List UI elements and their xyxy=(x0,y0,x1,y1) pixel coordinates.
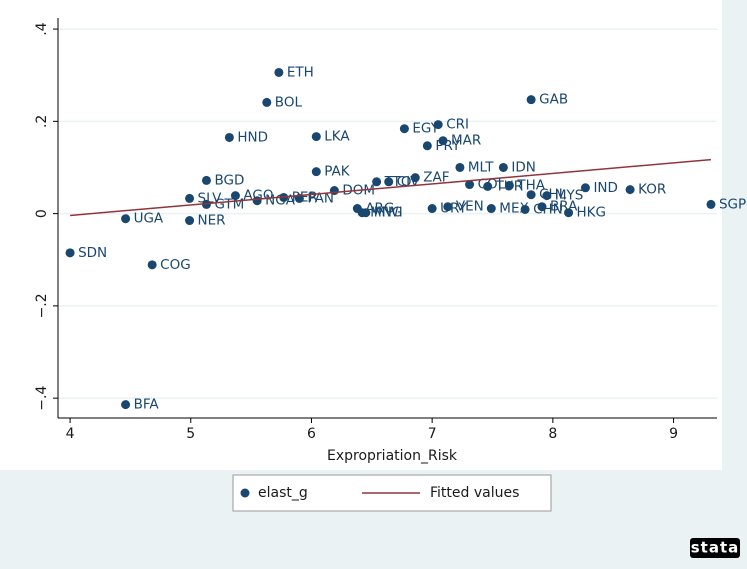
point-label: NER xyxy=(198,213,226,229)
x-tick-label: 8 xyxy=(548,426,557,442)
point xyxy=(443,202,453,212)
point xyxy=(201,175,211,185)
point xyxy=(427,204,437,214)
point-label: HND xyxy=(237,129,268,145)
y-tick-label: −.4 xyxy=(34,386,50,411)
point-label: THA xyxy=(516,177,545,193)
point-label: ZAF xyxy=(423,170,449,186)
point-label: CRI xyxy=(446,117,469,133)
point xyxy=(65,248,75,258)
point xyxy=(384,177,394,187)
point-label: LKA xyxy=(324,129,350,145)
point xyxy=(121,400,131,410)
point-label: MLT xyxy=(468,159,494,175)
point-label: MNG xyxy=(370,205,402,221)
point xyxy=(520,204,530,214)
point xyxy=(422,141,432,151)
point-label: MWI xyxy=(374,205,403,221)
point xyxy=(201,199,211,209)
point-label: VEN xyxy=(456,199,484,215)
point-label: GTM xyxy=(214,196,244,212)
point-label: SDN xyxy=(78,245,107,261)
point xyxy=(580,183,590,193)
point xyxy=(185,216,195,226)
y-tick-label: .2 xyxy=(34,115,50,128)
point-label: IDN xyxy=(511,159,535,175)
point xyxy=(185,193,195,203)
point xyxy=(526,95,536,105)
legend-marker xyxy=(240,488,250,498)
point xyxy=(498,162,508,172)
point xyxy=(262,97,272,107)
point xyxy=(311,132,321,142)
point-label: ARG xyxy=(365,201,394,217)
x-tick-label: 5 xyxy=(186,426,195,442)
point xyxy=(438,136,448,146)
y-tick-label: −.2 xyxy=(34,293,50,318)
legend-label: elast_g xyxy=(258,485,308,501)
x-tick-label: 7 xyxy=(428,426,437,442)
point-label: EGY xyxy=(412,121,439,137)
point xyxy=(410,173,420,183)
point xyxy=(486,204,496,214)
point-label: BGD xyxy=(214,172,244,188)
logo-box xyxy=(690,538,740,558)
x-tick-label: 9 xyxy=(669,426,678,442)
point xyxy=(706,199,716,209)
logo: stata xyxy=(691,539,740,557)
x-tick-label: 6 xyxy=(307,426,316,442)
point-label: PAK xyxy=(324,164,351,180)
point-label: BOL xyxy=(275,94,303,110)
point xyxy=(311,167,321,177)
point xyxy=(224,132,234,142)
point xyxy=(537,202,547,212)
point xyxy=(274,67,284,77)
point xyxy=(455,162,465,172)
inner-region xyxy=(0,0,722,470)
x-tick-label: 4 xyxy=(66,426,75,442)
point-label: GAB xyxy=(539,92,568,108)
point xyxy=(252,196,262,206)
point xyxy=(372,177,382,187)
point-label: IND xyxy=(593,180,617,196)
point xyxy=(526,190,536,200)
point xyxy=(625,185,635,195)
point xyxy=(465,180,475,190)
point xyxy=(433,120,443,130)
point xyxy=(504,180,514,190)
point-label: BFA xyxy=(134,397,160,413)
point-label: MEX xyxy=(499,201,528,217)
point xyxy=(483,181,493,191)
point xyxy=(564,208,574,218)
point-label: MAR xyxy=(451,133,481,149)
point-label: COG xyxy=(160,257,191,273)
point-label: HKG xyxy=(577,205,606,221)
point-label: ETH xyxy=(287,64,314,80)
point xyxy=(361,208,371,218)
point-label: PRY xyxy=(435,138,461,154)
point-label: UGA xyxy=(134,211,164,227)
x-axis-label: Expropriation_Risk xyxy=(327,448,458,464)
legend-label: Fitted values xyxy=(430,485,519,501)
point-label: KOR xyxy=(638,182,666,198)
point xyxy=(399,124,409,134)
point xyxy=(147,260,157,270)
point xyxy=(542,191,552,201)
point-label: MYS xyxy=(555,188,583,204)
y-tick-label: 0 xyxy=(34,209,50,218)
point xyxy=(230,191,240,201)
y-tick-label: .4 xyxy=(34,22,50,35)
point-label: BRA xyxy=(550,199,578,215)
point-label: SGP xyxy=(719,196,746,212)
fitted-line xyxy=(70,158,712,217)
point xyxy=(121,214,131,224)
